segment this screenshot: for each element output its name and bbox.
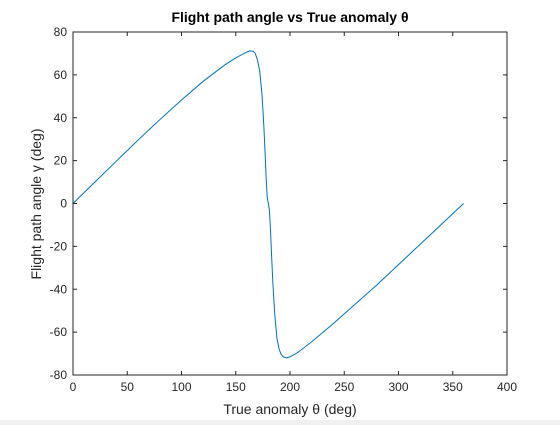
y-axis-label: Flight path angle γ (deg) <box>28 129 44 280</box>
y-tick-label: -80 <box>50 368 68 382</box>
y-tick-label: 40 <box>54 111 68 125</box>
x-tick-label: 400 <box>497 380 517 394</box>
chart-title: Flight path angle vs True anomaly θ <box>171 9 408 25</box>
x-tick-label: 0 <box>70 380 77 394</box>
y-tick-label: 60 <box>54 68 68 82</box>
x-tick-label: 50 <box>121 380 135 394</box>
y-tick-label: 0 <box>60 197 67 211</box>
x-tick-label: 300 <box>388 380 408 394</box>
x-tick-label: 250 <box>334 380 354 394</box>
y-tick-label: -20 <box>50 239 68 253</box>
x-axis-label: True anomaly θ (deg) <box>223 401 356 417</box>
y-tick-label: -40 <box>50 282 68 296</box>
y-tick-label: 80 <box>54 25 68 39</box>
x-tick-label: 200 <box>280 380 300 394</box>
x-tick-label: 150 <box>226 380 246 394</box>
x-tick-label: 100 <box>171 380 191 394</box>
series-line-gamma <box>72 50 464 359</box>
x-tick-label: 350 <box>443 380 463 394</box>
y-tick-label: -60 <box>50 325 68 339</box>
axes-background <box>73 32 507 375</box>
y-tick-label: 20 <box>54 154 68 168</box>
